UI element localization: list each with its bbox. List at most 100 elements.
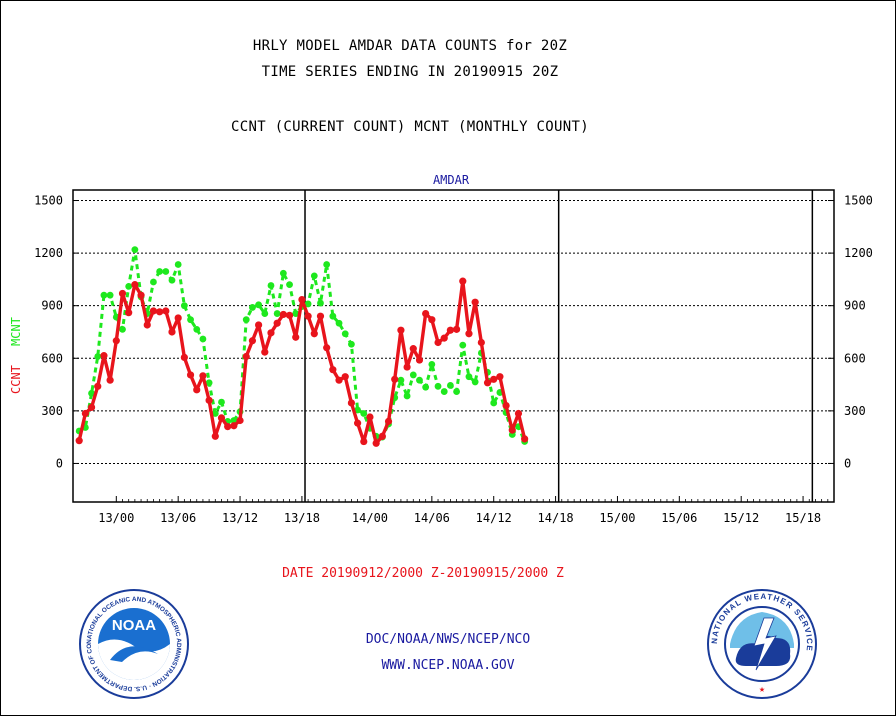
data-point-ccnt: [440, 334, 448, 342]
data-point-ccnt: [193, 386, 201, 394]
series-ccnt: [75, 277, 529, 447]
data-point-ccnt: [483, 379, 492, 387]
data-point-mcnt: [187, 316, 194, 324]
data-point-ccnt: [242, 352, 250, 361]
series-mcnt: [75, 246, 529, 445]
x-tick-label: 14/12: [476, 511, 512, 525]
data-point-mcnt: [205, 379, 213, 387]
data-point-mcnt: [199, 335, 207, 343]
data-point-mcnt: [242, 316, 250, 324]
data-point-mcnt: [335, 319, 343, 327]
data-point-ccnt: [273, 319, 281, 327]
date-range-label: DATE 20190912/2000 Z-20190915/2000 Z: [282, 566, 564, 581]
website-link[interactable]: WWW.NCEP.NOAA.GOV: [381, 658, 515, 673]
data-point-ccnt: [366, 413, 374, 421]
data-point-mcnt: [292, 310, 300, 317]
data-point-ccnt: [298, 295, 306, 304]
y-tick-label-right: 1200: [844, 246, 873, 260]
data-point-ccnt: [360, 437, 368, 446]
data-point-ccnt: [403, 363, 411, 371]
data-point-ccnt: [168, 328, 176, 336]
y-tick-label-left: 600: [41, 351, 63, 365]
x-tick-label: 15/18: [785, 511, 821, 525]
data-point-mcnt: [490, 399, 498, 407]
data-point-mcnt: [156, 268, 164, 275]
x-tick-label: 14/18: [538, 511, 574, 525]
data-point-ccnt: [378, 432, 386, 440]
data-point-mcnt: [168, 276, 176, 284]
y-tick-label-right: 1500: [844, 194, 873, 208]
plot-title: AMDAR: [433, 173, 470, 187]
y-tick-label-left: 1200: [34, 246, 63, 260]
data-point-mcnt: [459, 341, 467, 349]
data-point-mcnt: [434, 382, 442, 390]
y-tick-label-left: 0: [56, 456, 63, 470]
data-point-ccnt: [118, 289, 127, 298]
data-point-ccnt: [75, 437, 83, 445]
data-point-ccnt: [496, 373, 504, 381]
data-point-mcnt: [267, 282, 275, 289]
data-point-mcnt: [440, 388, 448, 395]
data-point-ccnt: [391, 375, 399, 383]
data-point-mcnt: [317, 299, 324, 307]
data-point-ccnt: [292, 333, 300, 341]
x-tick-label: 15/00: [599, 511, 635, 525]
x-tick-label: 13/06: [160, 511, 196, 525]
data-point-ccnt: [304, 312, 312, 320]
data-point-ccnt: [415, 356, 424, 364]
data-point-ccnt: [446, 326, 455, 334]
data-point-ccnt: [224, 423, 232, 431]
data-point-ccnt: [279, 310, 287, 319]
data-point-ccnt: [174, 314, 182, 322]
data-point-ccnt: [310, 330, 318, 338]
data-point-ccnt: [87, 403, 96, 411]
data-point-mcnt: [162, 268, 170, 275]
data-point-ccnt: [217, 414, 226, 422]
data-point-ccnt: [347, 399, 356, 407]
data-point-mcnt: [286, 281, 293, 289]
data-point-mcnt: [100, 291, 108, 299]
x-tick-label: 13/00: [98, 511, 134, 525]
chart-title-line2: TIME SERIES ENDING IN 20190915 20Z: [261, 64, 559, 80]
data-point-mcnt: [249, 304, 256, 311]
data-point-mcnt: [329, 312, 337, 320]
y-tick-label-left: 900: [41, 299, 63, 313]
data-point-mcnt: [125, 283, 133, 290]
data-point-ccnt: [131, 281, 139, 289]
data-point-ccnt: [106, 376, 114, 384]
y-tick-label-right: 900: [844, 299, 866, 313]
data-point-ccnt: [261, 348, 269, 356]
chart-subtitle: CCNT (CURRENT COUNT) MCNT (MONTHLY COUNT…: [231, 119, 589, 135]
data-point-mcnt: [255, 301, 263, 309]
chart-title-line1: HRLY MODEL AMDAR DATA COUNTS for 20Z: [252, 38, 568, 54]
data-point-mcnt: [348, 340, 355, 348]
y-axis-label: CCNT MCNT: [9, 317, 23, 394]
data-point-mcnt: [150, 278, 157, 286]
data-point-ccnt: [180, 353, 188, 361]
data-point-ccnt: [149, 307, 158, 315]
data-point-mcnt: [261, 310, 269, 317]
data-point-ccnt: [465, 330, 473, 338]
data-point-mcnt: [279, 269, 287, 277]
data-point-mcnt: [94, 353, 102, 360]
data-point-ccnt: [514, 409, 523, 418]
data-point-ccnt: [199, 372, 207, 380]
data-point-ccnt: [186, 371, 195, 379]
data-point-mcnt: [218, 398, 225, 406]
x-tick-label: 13/18: [284, 511, 320, 525]
x-tick-label: 13/12: [222, 511, 258, 525]
data-point-ccnt: [428, 316, 436, 324]
data-point-ccnt: [248, 337, 257, 345]
data-point-ccnt: [143, 321, 151, 329]
data-point-ccnt: [490, 375, 498, 383]
x-tick-label: 15/06: [661, 511, 697, 525]
y-tick-label-right: 600: [844, 351, 866, 365]
data-point-mcnt: [180, 302, 188, 310]
data-point-ccnt: [285, 311, 294, 319]
data-point-ccnt: [521, 435, 529, 443]
data-point-ccnt: [162, 307, 170, 315]
data-point-ccnt: [236, 416, 244, 425]
y-tick-label-right: 300: [844, 404, 866, 418]
x-tick-label: 14/00: [352, 511, 388, 525]
data-point-mcnt: [397, 376, 405, 384]
